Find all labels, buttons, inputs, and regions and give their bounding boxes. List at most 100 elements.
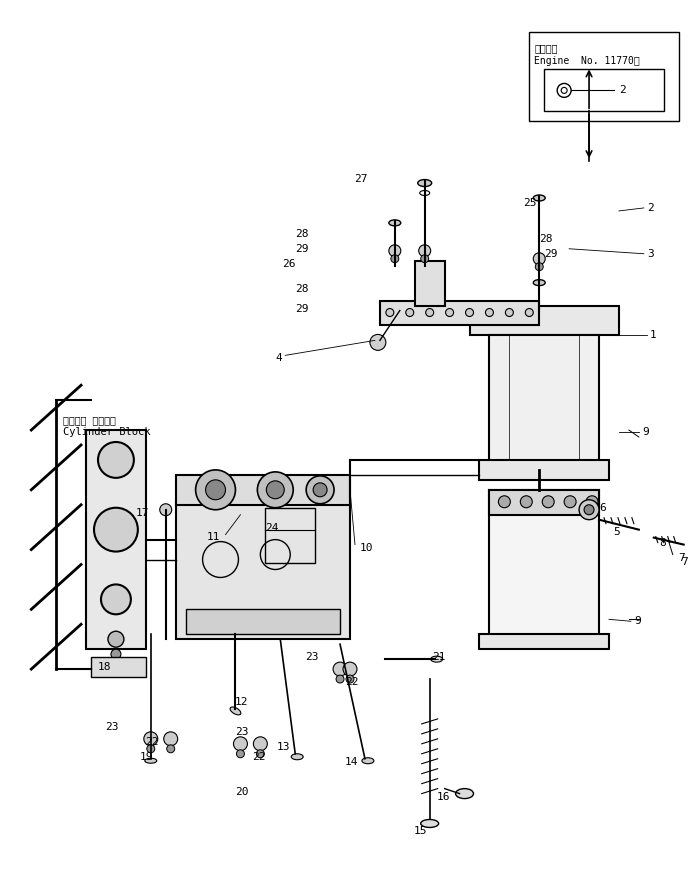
Bar: [489, 489, 599, 515]
Bar: [176, 475, 350, 504]
Ellipse shape: [430, 656, 442, 662]
Circle shape: [386, 309, 394, 317]
Text: 7: 7: [682, 557, 688, 566]
Text: 28: 28: [295, 229, 308, 239]
Circle shape: [108, 631, 124, 647]
Circle shape: [167, 745, 175, 753]
Circle shape: [579, 500, 599, 519]
Text: 3: 3: [647, 249, 654, 258]
Ellipse shape: [421, 820, 439, 827]
Text: 10: 10: [360, 543, 374, 552]
Bar: [470, 305, 619, 335]
Circle shape: [336, 675, 344, 683]
Circle shape: [419, 245, 430, 257]
Text: Engine  No. 11770〜: Engine No. 11770〜: [534, 56, 640, 65]
Text: 2: 2: [647, 203, 654, 213]
Circle shape: [346, 675, 354, 683]
Text: 29: 29: [544, 249, 557, 258]
Text: 25: 25: [523, 198, 536, 208]
Circle shape: [94, 508, 138, 551]
Circle shape: [586, 496, 598, 508]
Bar: [176, 500, 350, 639]
Circle shape: [258, 472, 293, 508]
Ellipse shape: [533, 280, 545, 286]
Text: 12: 12: [235, 697, 248, 707]
Text: 22: 22: [146, 737, 159, 747]
Ellipse shape: [389, 219, 401, 226]
Text: 28: 28: [539, 234, 552, 243]
Circle shape: [370, 335, 386, 350]
Text: 28: 28: [295, 283, 308, 294]
Circle shape: [421, 255, 428, 263]
Circle shape: [195, 470, 235, 510]
Bar: [380, 301, 539, 326]
Text: 23: 23: [304, 652, 318, 662]
Text: 20: 20: [235, 787, 248, 796]
Circle shape: [144, 732, 158, 746]
Text: Cylinder Block: Cylinder Block: [63, 427, 150, 437]
Text: 19: 19: [139, 751, 153, 762]
Circle shape: [306, 476, 334, 504]
Circle shape: [164, 732, 178, 746]
Text: 8: 8: [659, 537, 666, 548]
Circle shape: [343, 662, 357, 676]
Text: 9: 9: [642, 427, 649, 437]
Circle shape: [313, 483, 327, 496]
Circle shape: [391, 255, 399, 263]
Bar: [186, 610, 340, 635]
Ellipse shape: [533, 195, 545, 201]
Bar: [489, 489, 599, 639]
Circle shape: [206, 480, 225, 500]
Circle shape: [466, 309, 473, 317]
Circle shape: [253, 737, 267, 750]
Circle shape: [426, 309, 434, 317]
Circle shape: [98, 442, 134, 478]
Text: 6: 6: [599, 503, 605, 512]
Circle shape: [234, 737, 247, 750]
Text: 9: 9: [634, 616, 640, 627]
Text: 24: 24: [265, 523, 279, 533]
Circle shape: [520, 496, 532, 508]
Text: 16: 16: [437, 791, 450, 802]
Ellipse shape: [230, 707, 241, 715]
Circle shape: [505, 309, 513, 317]
Text: 23: 23: [235, 727, 248, 737]
Circle shape: [584, 504, 594, 515]
Circle shape: [446, 309, 454, 317]
Text: シリンダ ブロック: シリンダ ブロック: [63, 415, 116, 425]
Bar: [489, 335, 599, 465]
Circle shape: [525, 309, 533, 317]
Text: 11: 11: [207, 532, 220, 542]
Bar: [86, 430, 146, 650]
Circle shape: [237, 750, 244, 758]
Circle shape: [564, 496, 576, 508]
Bar: [265, 508, 315, 563]
Bar: [480, 460, 609, 480]
Bar: [414, 261, 444, 305]
Bar: [480, 635, 609, 650]
Text: 21: 21: [432, 652, 445, 662]
Text: 22: 22: [345, 677, 358, 687]
Circle shape: [333, 662, 347, 676]
Circle shape: [406, 309, 414, 317]
Circle shape: [256, 750, 265, 758]
Text: 13: 13: [276, 742, 290, 751]
Text: 22: 22: [252, 751, 265, 762]
Text: 4: 4: [276, 353, 282, 364]
Circle shape: [101, 584, 131, 614]
Bar: [529, 32, 679, 121]
Text: 17: 17: [135, 508, 149, 518]
Bar: [91, 658, 146, 677]
Ellipse shape: [362, 758, 374, 764]
Ellipse shape: [291, 754, 303, 759]
Ellipse shape: [418, 180, 432, 187]
Circle shape: [533, 253, 545, 265]
Circle shape: [147, 745, 155, 753]
Ellipse shape: [145, 758, 157, 763]
Text: 5: 5: [613, 527, 620, 536]
Circle shape: [389, 245, 401, 257]
Circle shape: [266, 481, 284, 499]
Circle shape: [536, 263, 543, 271]
Circle shape: [542, 496, 554, 508]
Text: 14: 14: [344, 757, 358, 766]
